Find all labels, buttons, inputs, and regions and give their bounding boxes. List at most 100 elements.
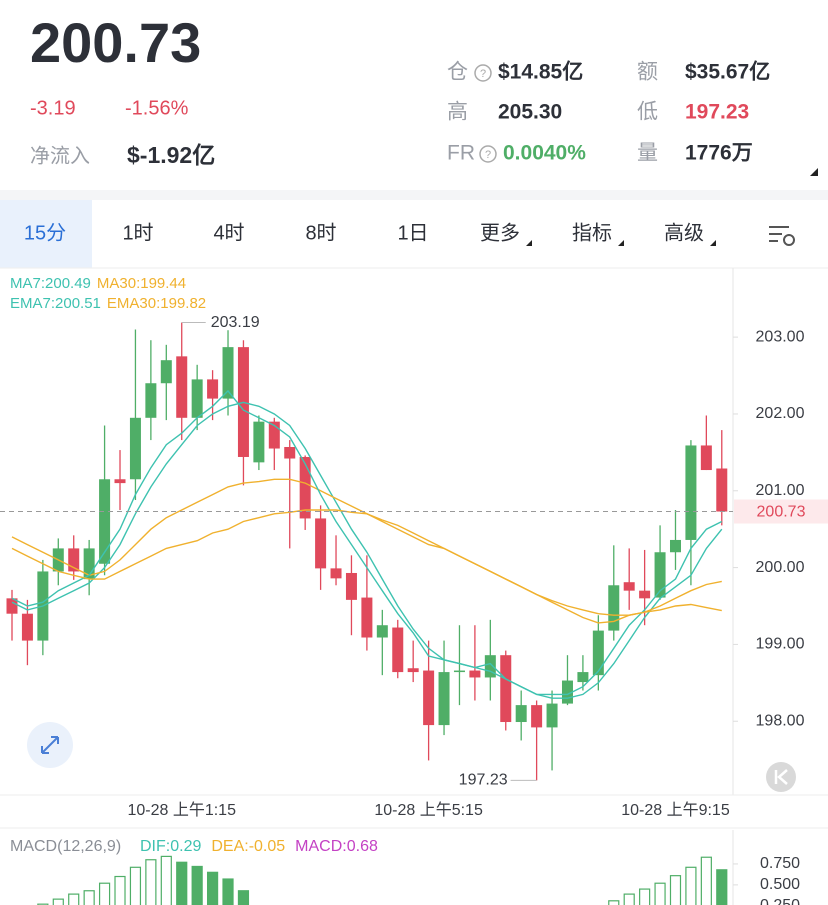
- change: -3.19: [30, 97, 76, 119]
- y-tick-label: 202.00: [756, 405, 805, 422]
- candle-body: [129, 417, 141, 480]
- expand-triangle[interactable]: [810, 168, 818, 176]
- net-flow: $-1.92亿: [127, 142, 215, 168]
- tab[interactable]: 指标: [572, 221, 612, 244]
- stat-value: 205.30: [498, 101, 562, 124]
- candle-body: [176, 356, 188, 418]
- ma-line: [11, 509, 722, 616]
- y-tick-label: 200.00: [756, 559, 805, 576]
- stat-value: $35.67亿: [685, 60, 770, 84]
- macd-bar: [52, 898, 64, 905]
- macd-title: MACD(12,26,9): [10, 838, 121, 855]
- last-price-label: 200.73: [757, 504, 806, 521]
- candle-body: [222, 347, 234, 399]
- candle-body: [531, 705, 543, 728]
- tab[interactable]: 8时: [305, 221, 336, 244]
- macd-bar: [37, 903, 49, 905]
- candle-body: [253, 421, 265, 463]
- stat-value: 0.0040%: [503, 142, 586, 165]
- candle-body: [315, 518, 327, 569]
- legend-entry: EMA7:200.51: [10, 295, 101, 312]
- y-tick-label: 0.250: [760, 897, 800, 905]
- stat-label: 高: [447, 101, 468, 124]
- macd-bar: [114, 875, 126, 905]
- help-icon[interactable]: ?: [479, 145, 497, 163]
- stat-value: 197.23: [685, 101, 749, 124]
- dropdown-triangle: [710, 240, 716, 246]
- candle-body: [623, 582, 635, 591]
- fullscreen-button[interactable]: [27, 722, 73, 768]
- stat-label: 仓: [447, 61, 468, 84]
- help-icon[interactable]: ?: [474, 64, 492, 82]
- ma-line: [11, 401, 723, 699]
- candle-body: [268, 421, 280, 449]
- price: 200.73: [30, 11, 201, 74]
- macd-bar: [639, 888, 651, 905]
- candle-body: [669, 539, 681, 553]
- candle-body: [716, 468, 728, 512]
- candle-body: [500, 655, 512, 723]
- macd-bar: [145, 859, 157, 905]
- macd-bar: [68, 893, 80, 905]
- candle-body: [546, 703, 558, 728]
- stat-label: FR: [447, 142, 475, 165]
- macd-bar: [129, 866, 142, 905]
- candle-body: [361, 597, 373, 638]
- macd-bar: [83, 890, 95, 905]
- macd-bar: [700, 856, 712, 905]
- tab[interactable]: 高级: [664, 221, 704, 244]
- macd-legend: DEA:-0.05: [211, 838, 285, 855]
- macd-bar: [654, 882, 666, 905]
- macd-bar: [98, 882, 111, 905]
- tab[interactable]: 1日: [397, 222, 428, 244]
- candle-body: [376, 625, 388, 638]
- low-label: 197.23: [459, 772, 508, 789]
- y-tick-label: 199.00: [756, 636, 805, 653]
- tab[interactable]: 更多: [480, 221, 520, 244]
- y-tick-label: 201.00: [756, 482, 805, 499]
- macd-bar: [669, 875, 682, 905]
- dropdown-triangle: [526, 240, 532, 246]
- candle-body: [114, 479, 126, 484]
- legend-entry: MA30:199.44: [97, 275, 186, 292]
- candle-body: [299, 456, 311, 519]
- macd-bar: [206, 871, 219, 905]
- candle-body: [21, 613, 33, 641]
- y-tick-label: 198.00: [756, 712, 805, 729]
- tab[interactable]: 4时: [213, 221, 244, 244]
- x-tick-label: 10-28 上午9:15: [621, 801, 730, 819]
- macd-bar: [623, 893, 635, 905]
- stat-value: 1776万: [685, 142, 753, 165]
- candle-body: [99, 479, 111, 564]
- back-button[interactable]: [766, 762, 796, 792]
- candle-body: [700, 445, 712, 471]
- active-tab-bg: [0, 200, 92, 268]
- stat-label: 额: [637, 61, 658, 84]
- candle-body: [6, 598, 18, 614]
- tab[interactable]: 1时: [122, 221, 153, 244]
- macd-bar: [685, 866, 697, 905]
- change-pct: -1.56%: [125, 97, 189, 119]
- candle-body: [83, 548, 95, 580]
- candle-body: [561, 680, 573, 704]
- candle-body: [68, 548, 80, 572]
- candle-body: [392, 627, 404, 673]
- candle-body: [145, 383, 157, 418]
- macd-bar: [176, 861, 188, 905]
- legend-entry: EMA30:199.82: [107, 295, 206, 312]
- macd-bar: [237, 890, 250, 905]
- x-tick-label: 10-28 上午1:15: [127, 801, 236, 819]
- candle-body: [592, 630, 604, 676]
- stat-label: 低: [637, 101, 658, 124]
- settings-icon[interactable]: [769, 226, 795, 246]
- candle-body: [160, 360, 172, 384]
- macd-bar: [160, 855, 172, 905]
- stat-value: $14.85亿: [498, 60, 583, 84]
- macd-bar: [608, 900, 620, 905]
- tab[interactable]: 15分: [24, 221, 66, 244]
- macd-bar: [716, 869, 728, 905]
- candle-body: [577, 672, 589, 683]
- plot-area: [6, 322, 728, 781]
- macd-area: [37, 855, 728, 905]
